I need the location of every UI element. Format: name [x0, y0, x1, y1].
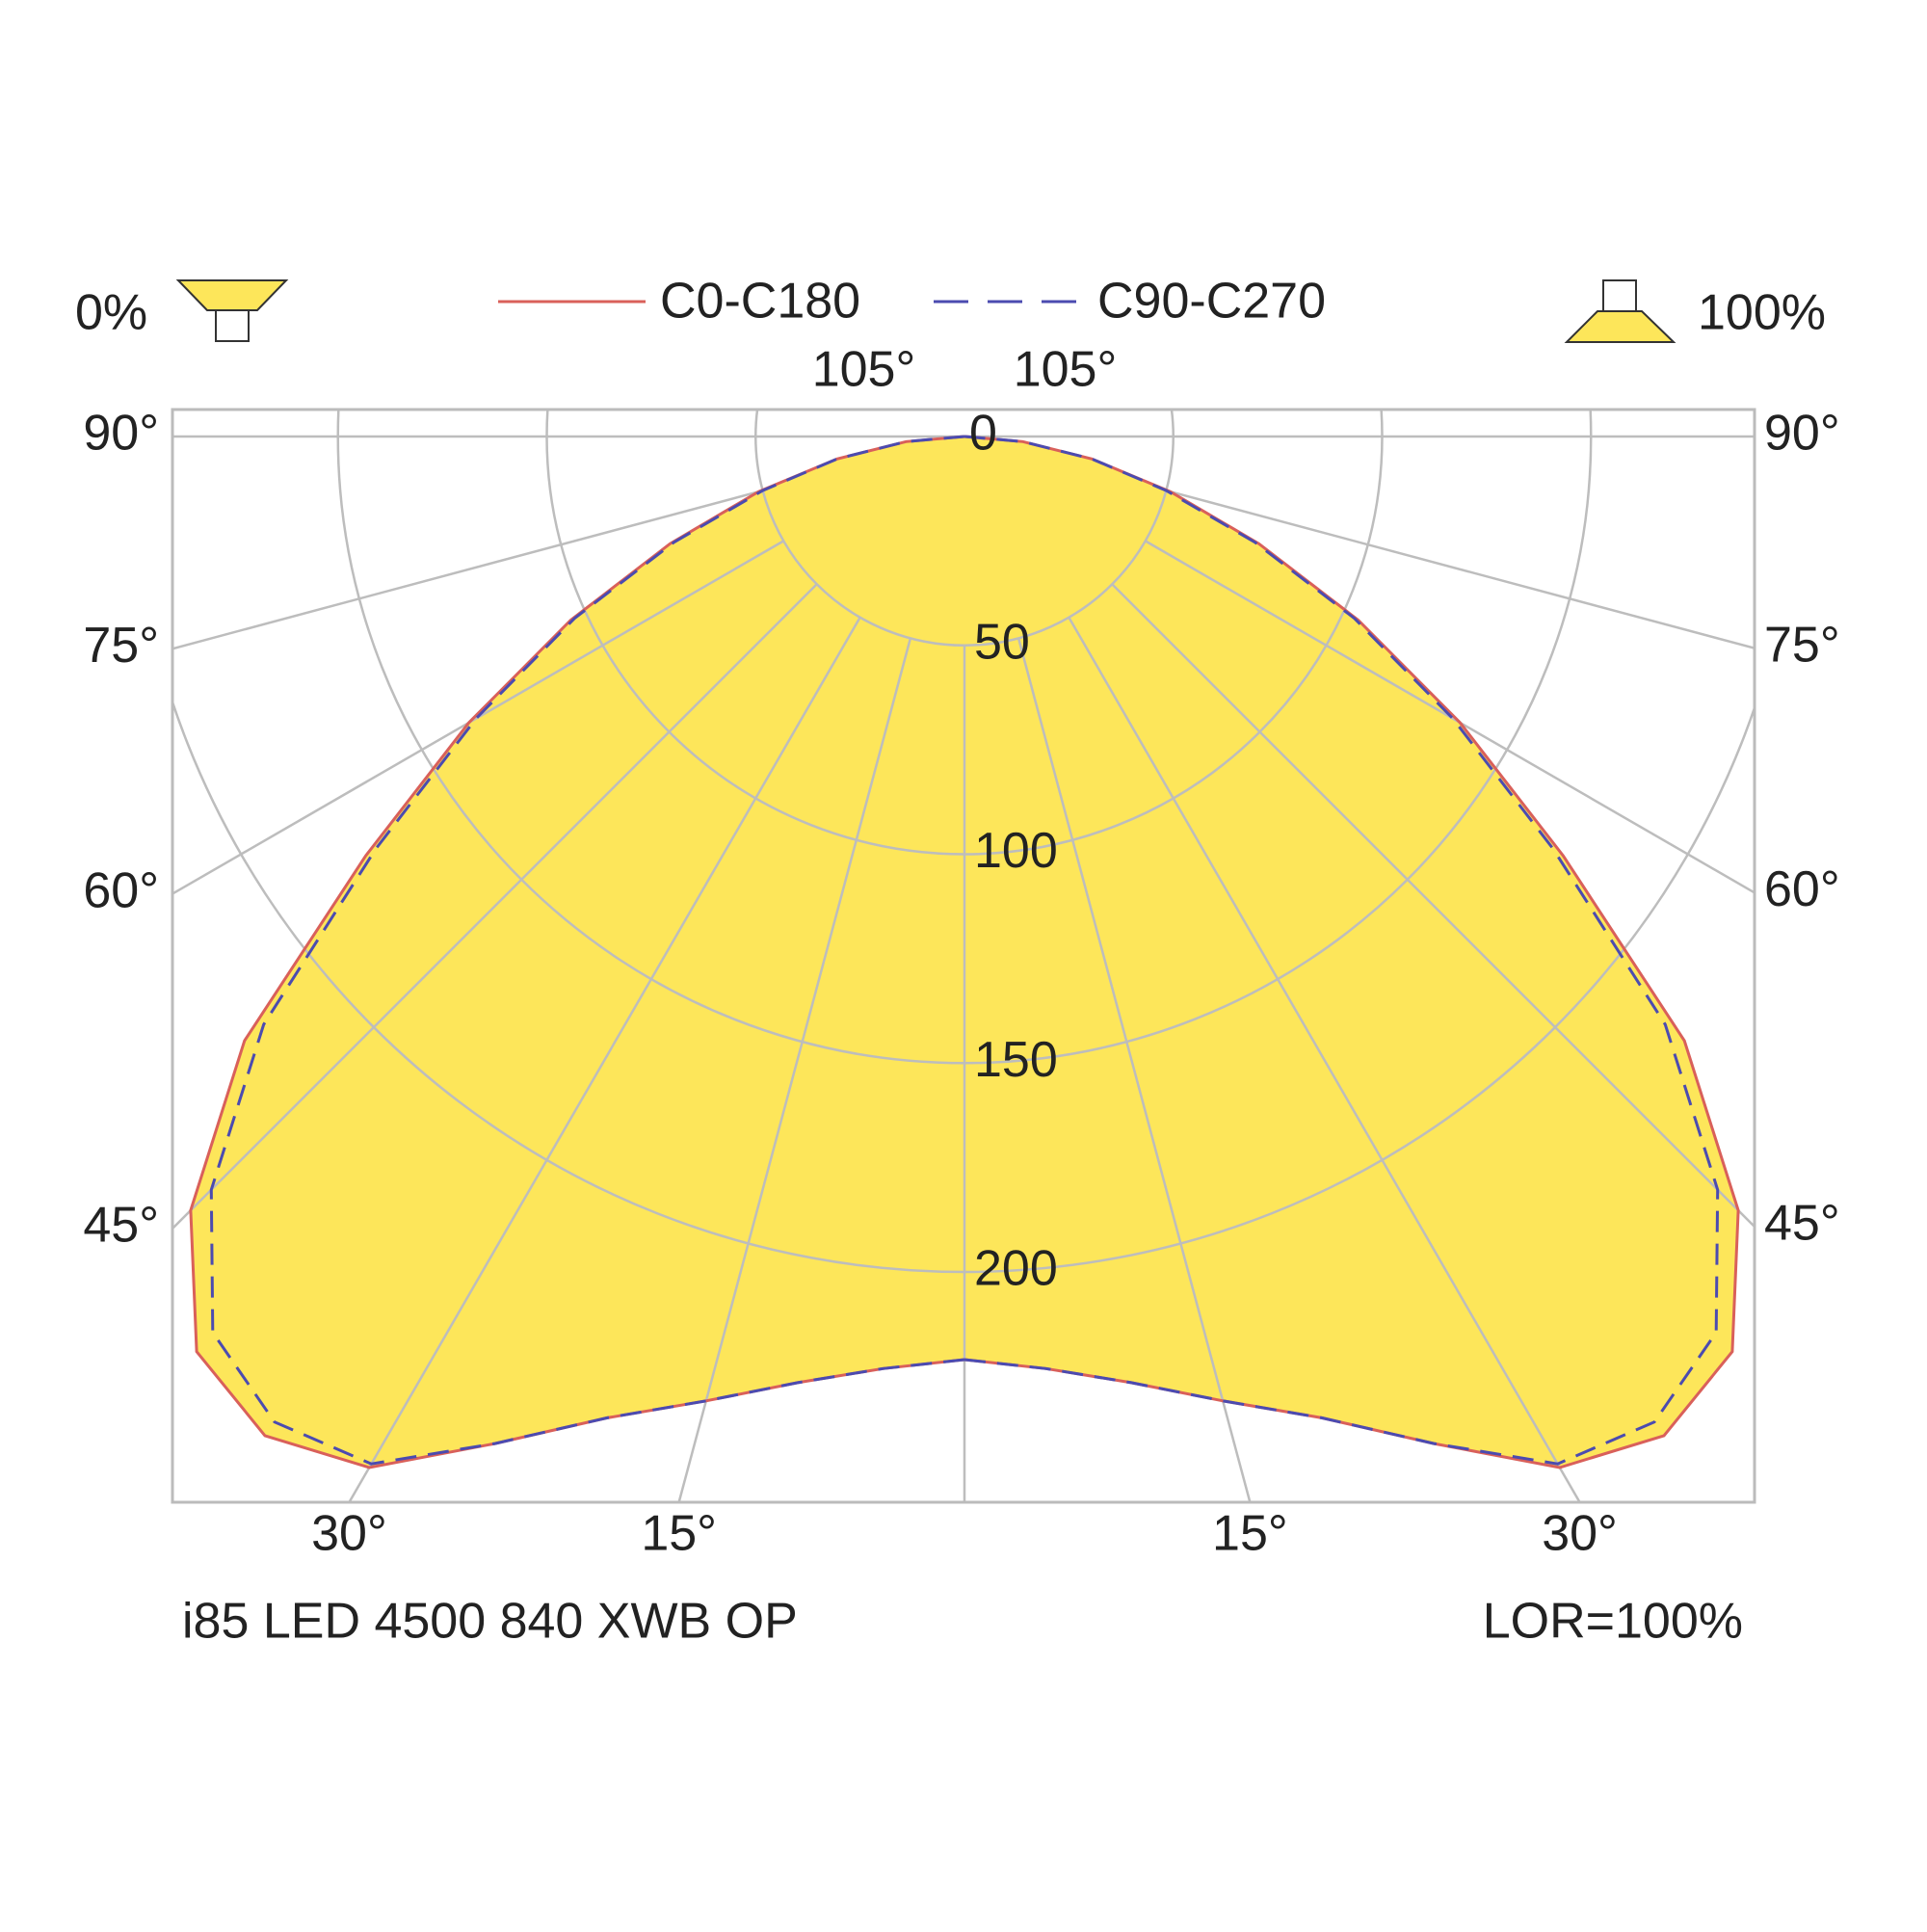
r-tick-label: 200	[974, 1241, 1058, 1297]
footer-left: i85 LED 4500 840 XWB OP	[182, 1594, 798, 1650]
grid-ray	[1111, 583, 1755, 1228]
angle-tick-label: 15°	[1212, 1506, 1288, 1562]
grid-ray	[1068, 617, 1581, 1502]
downward-icon-box	[1602, 279, 1637, 312]
angle-tick-label: 60°	[1764, 861, 1840, 917]
upward-icon	[175, 279, 289, 311]
series-line	[964, 435, 1720, 1466]
plot-frame	[171, 408, 1756, 1504]
angle-tick-label: 60°	[83, 862, 159, 918]
angle-tick-label: 90°	[83, 406, 159, 462]
light-area	[964, 437, 1739, 1468]
upward-icon-box	[215, 309, 250, 342]
downward-icon	[1564, 310, 1676, 343]
angle-tick-label: 75°	[83, 618, 159, 674]
angle-tick-label: 90°	[1764, 406, 1840, 462]
grid-ray	[1166, 489, 1755, 649]
line-layer	[189, 435, 1740, 1469]
r-tick-label: 50	[974, 614, 1030, 670]
grid-ray	[1016, 638, 1252, 1502]
angle-tick-label: 105°	[812, 342, 916, 398]
downward-light-label: 100%	[1698, 285, 1826, 341]
legend-label: C90-C270	[1097, 274, 1326, 330]
angle-tick-label: 15°	[641, 1506, 717, 1562]
angle-tick-label: 45°	[83, 1198, 159, 1254]
r-tick-label: 0	[969, 406, 997, 462]
series-line	[209, 435, 965, 1466]
grid-ray	[172, 489, 763, 650]
angle-tick-label: 30°	[1542, 1506, 1618, 1562]
angle-tick-label: 75°	[1764, 617, 1840, 673]
light-area	[190, 437, 964, 1468]
upward-light-label: 0%	[75, 285, 147, 341]
footer-right: LOR=100%	[1483, 1594, 1743, 1650]
angle-tick-label: 30°	[311, 1506, 387, 1562]
grid-ray	[348, 617, 861, 1502]
r-tick-label: 100	[974, 823, 1058, 879]
grid-ray	[172, 583, 818, 1230]
fill-layer	[190, 437, 1739, 1468]
angle-tick-label: 105°	[1014, 342, 1118, 398]
angle-tick-label: 45°	[1764, 1196, 1840, 1252]
grid-ray	[677, 638, 912, 1502]
legend-label: C0-C180	[660, 274, 860, 330]
r-tick-label: 150	[974, 1032, 1058, 1088]
label-layer: 15° 15° 30° 30° 45° 45° 60° 60° 75° 75° 90° 90° 105°…	[83, 274, 1839, 1562]
